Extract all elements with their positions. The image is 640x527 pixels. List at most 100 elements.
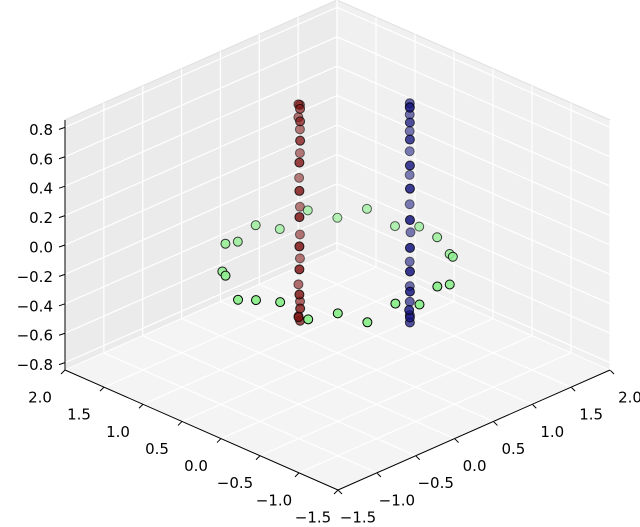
data-point [295,103,306,114]
data-point [294,229,305,240]
grid-line [64,36,611,158]
data-point [404,266,415,277]
z-tick-label: 0.4 [29,180,53,198]
z-tick-label: −0.2 [17,268,53,286]
data-point [274,224,285,235]
data-point [404,102,415,113]
y-tick-label: 1.0 [106,423,130,441]
z-tick-mark [58,362,66,366]
x-tick-label: 2.0 [618,389,640,407]
data-point [294,241,305,252]
data-point [293,279,304,290]
z-tick-label: 0.2 [29,209,53,227]
data-point [361,203,372,214]
data-point [295,116,306,127]
data-point [414,299,425,310]
data-point [295,135,306,146]
y-tick-mark [60,369,66,375]
grid-line [103,17,377,388]
x-tick-label: 0.5 [501,440,525,458]
y-tick-mark [138,403,144,409]
y-tick-mark [294,472,300,478]
x-tick-label: −1.5 [340,509,376,527]
z-tick-mark [58,215,66,219]
data-point [332,212,343,223]
data-point [404,286,415,297]
y-tick-mark [99,386,105,392]
data-point [404,183,415,194]
grid-line [181,51,455,422]
data-point [294,172,305,183]
y-tick-label: −1.0 [256,491,292,509]
grid-line [64,65,611,187]
data-point [294,148,305,159]
z-tick-mark [58,156,66,160]
x-tick-mark [570,386,576,392]
z-tick-label: 0.8 [29,121,53,139]
data-point [295,303,306,314]
z-tick-label: 0.6 [29,150,53,168]
x-tick-label: 0.0 [463,457,487,475]
x-tick-label: −0.5 [417,474,453,492]
y-tick-mark [216,438,222,443]
data-point [432,232,443,243]
grid-line [64,6,611,128]
x-tick-mark [454,438,459,443]
grid-line [64,94,611,217]
y-axis-line [64,369,339,491]
data-point [294,264,305,275]
data-point [404,199,415,210]
x-tick-label: 1.5 [579,406,603,424]
z-tick-mark [58,273,66,277]
data-point [404,242,415,253]
grid-line [64,0,338,371]
data-point [294,157,305,168]
data-point [250,295,261,306]
y-tick-label: 0.5 [145,440,169,458]
data-point [404,296,415,307]
z-tick-label: −0.8 [17,356,53,374]
y-tick-label: 0.0 [184,457,208,475]
y-tick-mark [333,489,339,495]
data-point [303,314,314,325]
data-point [362,317,373,328]
data-point [404,169,415,180]
data-point [444,279,455,290]
z-tick-label: −0.4 [17,297,53,315]
data-point [293,312,304,323]
data-point [233,294,244,305]
data-point [294,212,305,223]
data-point [302,205,313,216]
z-tick-mark [58,185,66,189]
z-tick-label: −0.6 [17,327,53,345]
x-tick-label: −1.0 [379,491,415,509]
z-tick-label: 0.0 [29,239,53,257]
grid-line [259,85,533,457]
x-tick-mark [337,489,343,495]
data-point [390,298,401,309]
y-tick-label: 1.5 [67,406,91,424]
data-point [275,297,286,308]
x-tick-mark [531,403,537,409]
data-point [414,221,425,232]
z-tick-mark [58,244,66,248]
data-point [390,221,401,232]
data-point [294,289,305,300]
data-point [404,160,415,171]
data-point [404,146,415,157]
x-tick-mark [609,369,615,375]
y-tick-label: 2.0 [28,389,52,407]
y-tick-label: −0.5 [217,474,253,492]
grid-line [64,183,611,305]
z-tick-mark [58,332,66,336]
data-point [447,251,458,262]
data-point [404,126,415,137]
data-point [294,253,305,264]
grid-line [64,124,611,246]
x-axis-line [337,369,611,491]
grid-line [298,102,572,474]
grid-line [220,68,494,440]
data-point [220,238,231,249]
